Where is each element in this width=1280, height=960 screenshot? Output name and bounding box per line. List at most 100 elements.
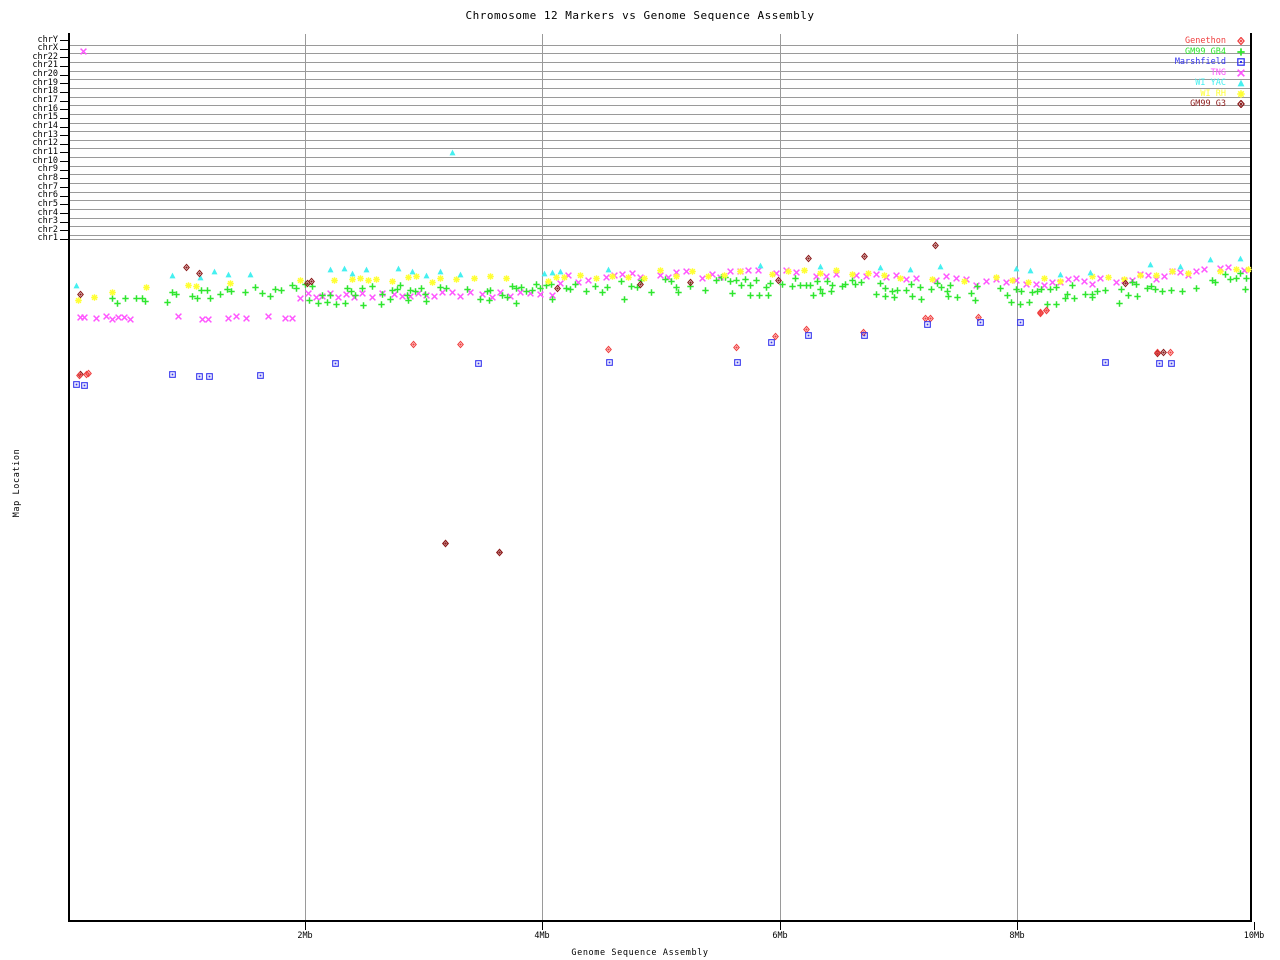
y-axis-tick (60, 161, 69, 162)
y-axis-label-chr14: chr14 (32, 121, 58, 131)
x-axis-tick (1017, 922, 1018, 930)
legend-label: Genethon (1185, 36, 1226, 46)
legend-marker-diamond-icon (1237, 36, 1248, 46)
legend-label: GM99 GB4 (1185, 46, 1226, 57)
legend-label: WI YAC (1195, 78, 1226, 88)
y-axis-tick (60, 83, 69, 84)
y-axis-tick (60, 196, 69, 197)
gridline (68, 235, 1252, 236)
y-axis-tick (60, 57, 69, 58)
y-axis-label-chr2: chr2 (37, 224, 58, 235)
y-axis-tick (60, 239, 69, 240)
gridline (68, 140, 1252, 141)
y-axis-label-chr16: chr16 (32, 103, 58, 114)
y-axis-tick (60, 40, 69, 41)
y-axis-label-chr8: chr8 (37, 172, 58, 183)
y-axis-tick (60, 75, 69, 76)
y-axis-tick (60, 135, 69, 136)
y-axis-label-chr19: chr19 (32, 77, 58, 88)
vertical-gridline (542, 34, 543, 922)
y-axis-tick (60, 230, 69, 231)
legend-marker-plus-icon (1237, 47, 1248, 57)
gridline (68, 209, 1252, 210)
gridline (68, 183, 1252, 184)
gridline (68, 114, 1252, 115)
legend-entry-tng[interactable]: TNG (1130, 68, 1252, 79)
y-axis-label-chr18: chr18 (32, 86, 58, 97)
gridline (68, 174, 1252, 175)
y-axis-label-chr3: chr3 (37, 216, 58, 227)
y-axis-tick (60, 178, 69, 179)
y-axis-label-chr7: chr7 (37, 181, 58, 192)
gridline (68, 71, 1252, 72)
gridline (68, 148, 1252, 149)
legend-marker-star-icon (1237, 89, 1248, 99)
legend-marker-cross-icon (1237, 68, 1248, 78)
x-axis-label-4Mb: 4Mb (534, 931, 550, 941)
y-axis-tick (60, 66, 69, 67)
legend-label: Marshfield (1174, 57, 1226, 67)
y-axis-tick (60, 152, 69, 153)
x-axis-tick (542, 922, 543, 930)
y-axis-label-chr11: chr11 (32, 146, 58, 157)
y-axis-label-chr12: chr12 (32, 138, 58, 149)
gridline (68, 157, 1252, 158)
gridline (68, 218, 1252, 219)
y-axis-label-chr10: chr10 (32, 155, 58, 166)
y-axis-tick (60, 187, 69, 188)
vertical-gridline (1017, 34, 1018, 922)
y-axis-title: Map Location (12, 448, 22, 518)
gridline (68, 239, 1252, 240)
legend-entry-genethon[interactable]: Genethon (1130, 36, 1252, 47)
legend-entry-gm99-g3[interactable]: GM99 G3 (1130, 99, 1252, 110)
y-axis-tick (60, 170, 69, 171)
vertical-gridline (780, 34, 781, 922)
gridline (68, 105, 1252, 106)
legend-entry-wi-yac[interactable]: WI YAC (1130, 78, 1252, 89)
y-axis-tick (60, 204, 69, 205)
y-axis-tick (60, 92, 69, 93)
y-axis-tick (60, 118, 69, 119)
gridline (68, 88, 1252, 89)
x-axis-title: Genome Sequence Assembly (571, 948, 709, 958)
y-axis-tick (60, 144, 69, 145)
y-axis-label-chr21: chr21 (32, 60, 58, 71)
x-axis-tick (305, 922, 306, 930)
x-axis-label-8Mb: 8Mb (1009, 931, 1025, 941)
gridline (68, 97, 1252, 98)
x-axis-label-2Mb: 2Mb (297, 931, 313, 941)
y-axis-tick (60, 222, 69, 223)
x-axis-tick (780, 922, 781, 930)
plot-frame (68, 33, 1252, 922)
y-axis-tick-labels: chrY chrX chr22 chr21 chr20 chr19 chr18 chr17 ch… (0, 0, 66, 960)
legend-entry-marshfield[interactable]: Marshfield (1130, 57, 1252, 68)
legend-marker-diamond-icon (1237, 99, 1248, 109)
y-axis-tick (60, 213, 69, 214)
gridline (68, 200, 1252, 201)
gridline (68, 123, 1252, 124)
y-axis-tick (60, 127, 69, 128)
gridline (68, 192, 1252, 193)
legend-label: GM99 G3 (1190, 99, 1226, 109)
gridline (68, 79, 1252, 80)
x-axis-label-10Mb: 10Mb (1243, 931, 1265, 941)
y-axis-tick (60, 109, 69, 110)
legend-label: TNG (1210, 67, 1226, 78)
legend-entry-gm99-gb4[interactable]: GM99 GB4 (1130, 47, 1252, 58)
y-axis-tick (60, 49, 69, 50)
x-axis-tick (1254, 922, 1255, 930)
y-axis-label-chr13: chr13 (32, 129, 58, 140)
gridline (68, 131, 1252, 132)
y-axis-label-chr6: chr6 (37, 190, 58, 201)
y-axis-label-chr17: chr17 (32, 95, 58, 106)
y-axis-label-chrY: chrY (37, 34, 58, 45)
y-axis-label-chr9: chr9 (37, 164, 58, 175)
y-axis-label-chr1: chr1 (37, 233, 58, 244)
chart-title: Chromosome 12 Markers vs Genome Sequence… (465, 9, 815, 22)
legend-entry-wi-rh[interactable]: WI RH (1130, 89, 1252, 100)
y-axis-label-chr22: chr22 (32, 51, 58, 62)
y-axis-label-chr20: chr20 (32, 69, 58, 80)
y-axis-label-chr4: chr4 (37, 207, 58, 218)
legend-marker-square-icon (1237, 58, 1248, 67)
